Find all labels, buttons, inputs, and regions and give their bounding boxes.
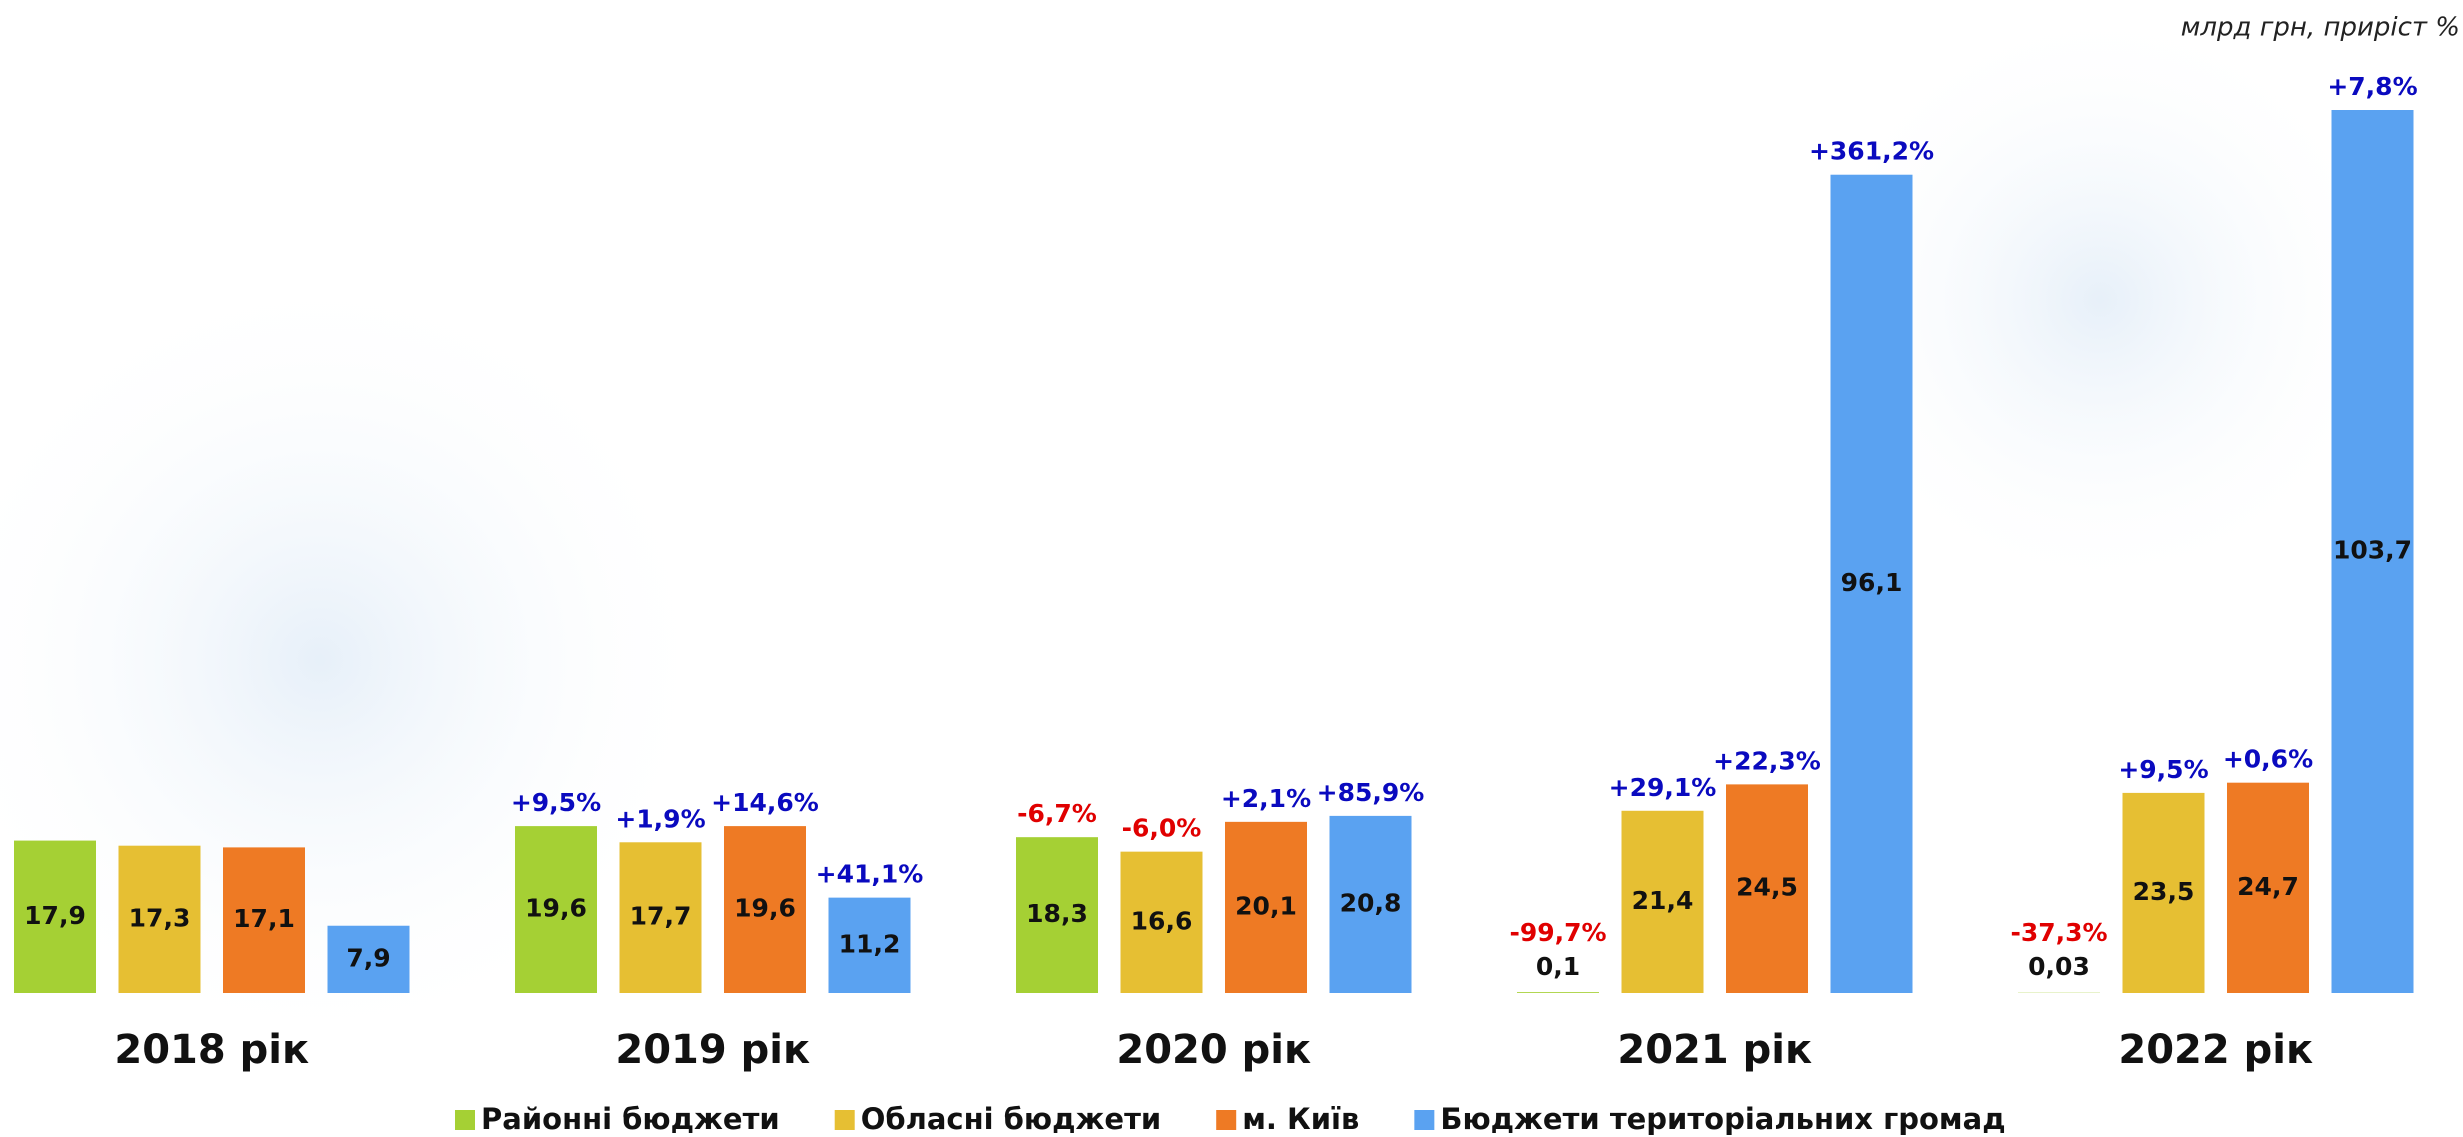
value-label: 0,1 bbox=[1536, 952, 1580, 981]
value-label: 19,6 bbox=[525, 894, 587, 923]
bar bbox=[1621, 810, 1704, 993]
legend-label: м. Київ bbox=[1242, 1102, 1359, 1136]
growth-label: +85,9% bbox=[1317, 778, 1425, 807]
category-label: 2022 рік bbox=[2118, 1027, 2313, 1073]
legend-label: Районні бюджети bbox=[481, 1102, 780, 1136]
value-label: 17,9 bbox=[24, 901, 86, 930]
bar bbox=[2331, 110, 2414, 993]
value-label: 23,5 bbox=[2133, 877, 2195, 906]
category-label: 2020 рік bbox=[1116, 1027, 1311, 1073]
value-label: 20,8 bbox=[1340, 888, 1402, 917]
growth-label: +7,8% bbox=[2327, 72, 2417, 101]
bar bbox=[1016, 837, 1098, 993]
growth-label: -99,7% bbox=[1509, 918, 1606, 947]
bar bbox=[327, 925, 410, 993]
bar bbox=[619, 842, 702, 993]
value-label: 11,2 bbox=[839, 929, 901, 958]
bar bbox=[118, 845, 201, 993]
growth-label: -6,7% bbox=[1017, 799, 1097, 828]
growth-label: +361,2% bbox=[1809, 137, 1934, 166]
value-label: 17,3 bbox=[129, 903, 191, 932]
growth-label: -6,0% bbox=[1122, 814, 1202, 843]
bar bbox=[828, 897, 911, 993]
growth-label: +9,5% bbox=[511, 788, 601, 817]
bar bbox=[1830, 174, 1913, 993]
category-label: 2021 рік bbox=[1617, 1027, 1812, 1073]
category-label: 2018 рік bbox=[114, 1027, 309, 1073]
bar bbox=[14, 840, 96, 993]
bar bbox=[1517, 992, 1599, 993]
growth-label: -37,3% bbox=[2010, 918, 2107, 947]
legend-label: Бюджети територіальних громад bbox=[1440, 1102, 2005, 1136]
value-label: 21,4 bbox=[1632, 886, 1694, 915]
bar bbox=[223, 847, 305, 993]
bar bbox=[2122, 792, 2205, 993]
value-label: 96,1 bbox=[1841, 568, 1903, 597]
background-glow bbox=[1800, 0, 2400, 600]
growth-label: +1,9% bbox=[615, 804, 705, 833]
growth-label: +14,6% bbox=[711, 788, 819, 817]
unit-note: млрд грн, приріст % bbox=[2181, 13, 2460, 43]
value-label: 16,6 bbox=[1131, 906, 1193, 935]
bar bbox=[1726, 784, 1808, 993]
value-label: 19,6 bbox=[734, 894, 796, 923]
growth-label: +22,3% bbox=[1713, 746, 1821, 775]
legend-label: Обласні бюджети bbox=[861, 1102, 1162, 1136]
value-label: 103,7 bbox=[2333, 536, 2412, 565]
value-label: 24,5 bbox=[1736, 873, 1798, 902]
bar bbox=[724, 826, 806, 993]
growth-label: +41,1% bbox=[816, 860, 924, 889]
bar bbox=[1225, 821, 1307, 993]
legend-swatch bbox=[1216, 1110, 1237, 1130]
legend-swatch bbox=[834, 1110, 855, 1130]
legend-swatch bbox=[455, 1110, 475, 1130]
value-label: 20,1 bbox=[1235, 891, 1297, 920]
bar bbox=[1329, 815, 1412, 993]
value-label: 17,7 bbox=[630, 902, 692, 931]
bar bbox=[1120, 851, 1203, 993]
growth-label: +0,6% bbox=[2223, 745, 2313, 774]
growth-label: +29,1% bbox=[1609, 773, 1717, 802]
category-label: 2019 рік bbox=[615, 1027, 810, 1073]
bar bbox=[515, 826, 597, 993]
growth-label: +9,5% bbox=[2118, 755, 2208, 784]
value-label: 17,1 bbox=[233, 904, 295, 933]
value-label: 7,9 bbox=[346, 943, 390, 972]
growth-label: +2,1% bbox=[1221, 784, 1311, 813]
value-label: 18,3 bbox=[1026, 899, 1088, 928]
bar bbox=[2227, 782, 2309, 993]
value-label: 0,03 bbox=[2028, 952, 2090, 981]
value-label: 24,7 bbox=[2237, 872, 2299, 901]
legend-swatch bbox=[1414, 1110, 1435, 1130]
